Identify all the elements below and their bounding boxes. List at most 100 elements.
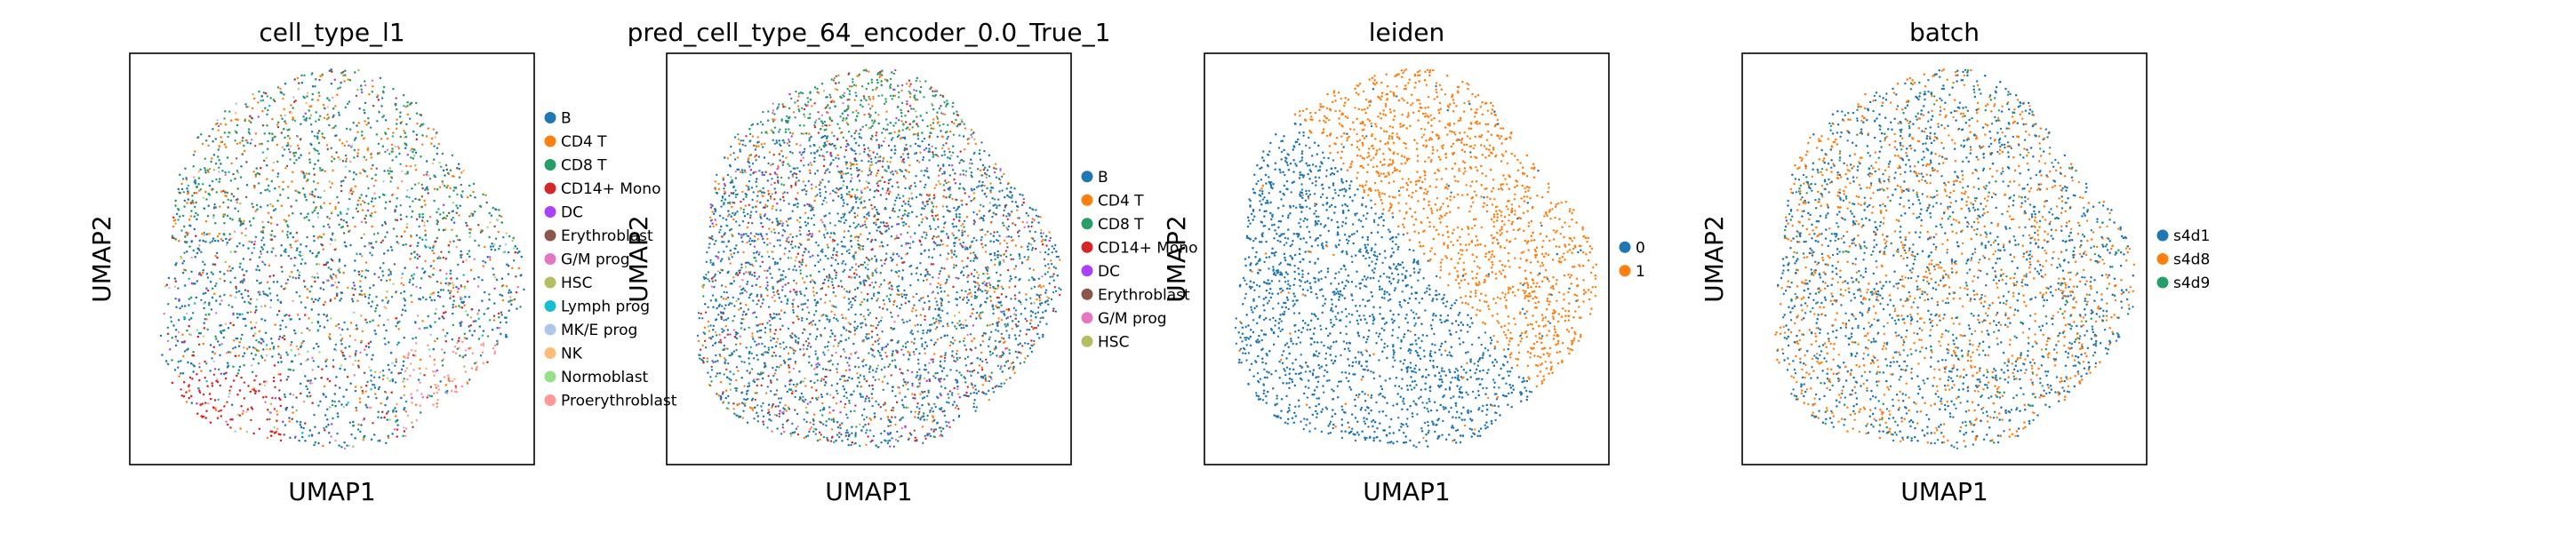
- data-point: [161, 354, 164, 356]
- data-point: [361, 330, 364, 332]
- data-point: [505, 336, 508, 338]
- data-point: [310, 382, 314, 385]
- data-point: [199, 168, 202, 171]
- data-point: [351, 363, 355, 366]
- data-point: [234, 251, 236, 253]
- data-point: [260, 252, 262, 255]
- data-point: [240, 232, 244, 235]
- data-point: [409, 374, 412, 378]
- data-point: [418, 327, 421, 330]
- data-point: [459, 322, 461, 324]
- data-point: [362, 439, 364, 442]
- data-point: [215, 178, 218, 181]
- data-point: [262, 348, 265, 351]
- data-point: [215, 282, 218, 285]
- data-point: [306, 288, 308, 290]
- data-point: [520, 255, 523, 259]
- data-point: [318, 167, 322, 170]
- data-point: [354, 359, 357, 362]
- data-point: [184, 305, 187, 307]
- data-point: [492, 267, 494, 270]
- data-point: [457, 163, 460, 165]
- data-point: [432, 251, 436, 255]
- data-point: [217, 240, 220, 243]
- data-point: [324, 429, 326, 432]
- data-point: [300, 362, 302, 365]
- data-point: [289, 393, 292, 395]
- data-point: [442, 256, 444, 259]
- data-point: [430, 298, 433, 302]
- data-point: [191, 199, 194, 203]
- data-point: [212, 128, 214, 131]
- data-point: [391, 159, 394, 162]
- data-point: [212, 373, 216, 376]
- data-point: [405, 164, 408, 168]
- data-point: [355, 207, 358, 210]
- data-point: [305, 385, 308, 388]
- data-point: [299, 295, 301, 298]
- data-point: [449, 269, 452, 272]
- data-point: [279, 354, 283, 357]
- data-point: [395, 410, 397, 413]
- data-point: [276, 199, 279, 203]
- data-point: [391, 193, 395, 196]
- data-point: [405, 195, 408, 198]
- data-point: [316, 329, 320, 331]
- data-point: [484, 245, 486, 249]
- data-point: [380, 402, 382, 405]
- data-point: [309, 123, 313, 126]
- data-point: [403, 130, 405, 132]
- data-point: [439, 213, 442, 216]
- data-point: [338, 400, 340, 402]
- data-point: [204, 220, 208, 223]
- data-point: [423, 244, 427, 247]
- data-point: [197, 343, 201, 346]
- data-point: [436, 280, 439, 283]
- data-point: [387, 127, 390, 131]
- data-point: [375, 396, 378, 400]
- data-point: [396, 322, 399, 324]
- data-point: [330, 237, 332, 241]
- data-point: [373, 434, 376, 436]
- data-point: [396, 235, 398, 238]
- data-point: [432, 128, 435, 131]
- data-point: [252, 334, 255, 338]
- data-point: [395, 290, 397, 293]
- data-point: [236, 142, 239, 146]
- data-point: [231, 219, 234, 221]
- data-point: [356, 124, 358, 127]
- data-point: [236, 131, 238, 134]
- data-point: [179, 173, 181, 176]
- data-point: [169, 348, 172, 351]
- data-point: [337, 281, 340, 284]
- data-point: [207, 313, 211, 316]
- data-point: [455, 204, 458, 207]
- data-point: [195, 235, 197, 237]
- data-point: [436, 236, 438, 240]
- data-point: [458, 167, 460, 171]
- data-point: [168, 287, 171, 290]
- data-point: [249, 115, 252, 117]
- data-point: [306, 387, 309, 391]
- data-point: [368, 93, 371, 96]
- data-point: [477, 317, 480, 320]
- data-point: [370, 215, 372, 218]
- data-point: [466, 382, 469, 385]
- data-point: [350, 187, 353, 190]
- data-point: [291, 418, 293, 420]
- data-point: [460, 253, 462, 257]
- data-point: [172, 236, 175, 240]
- data-point: [238, 389, 242, 392]
- data-point: [415, 218, 419, 221]
- data-point: [419, 236, 421, 239]
- data-point: [279, 324, 282, 327]
- data-point: [289, 151, 292, 154]
- data-point: [314, 188, 317, 191]
- data-point: [233, 230, 236, 234]
- data-point: [353, 311, 356, 314]
- data-point: [417, 314, 420, 317]
- data-point: [229, 119, 233, 122]
- data-point: [380, 279, 383, 282]
- data-point: [246, 141, 249, 144]
- data-point: [224, 260, 227, 264]
